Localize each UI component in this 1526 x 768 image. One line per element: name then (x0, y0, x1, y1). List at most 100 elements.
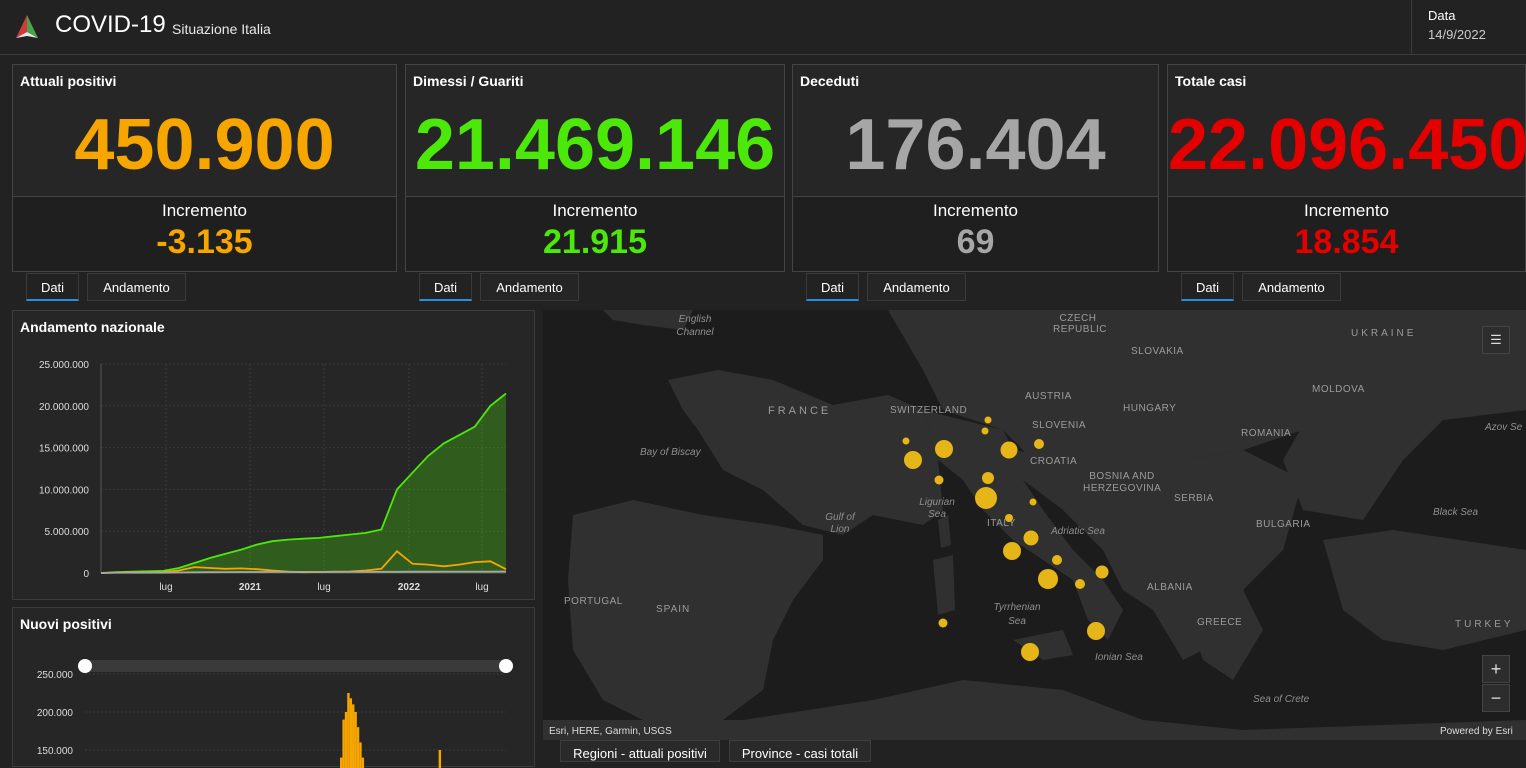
map-bubble[interactable] (975, 487, 997, 509)
map-label-ligurian-sea: Ligurian Sea (919, 497, 955, 520)
x-tick-label: 2022 (398, 582, 421, 593)
range-slider-handle-right (499, 659, 513, 673)
tab-andamento[interactable]: Andamento (480, 273, 579, 301)
map-label-black-sea: Black Sea (1433, 507, 1479, 518)
map-bubble[interactable] (1021, 643, 1039, 661)
national-trend-panel: Andamento nazionale 25.000.000 20.000.000… (12, 310, 535, 600)
map-bubble[interactable] (935, 440, 953, 458)
map-bubble[interactable] (902, 437, 910, 445)
map-label-france: FRANCE (768, 405, 832, 417)
y-tick-label: 250.000 (37, 670, 74, 681)
map-bubble[interactable] (981, 427, 989, 435)
zoom-in-button[interactable]: + (1482, 655, 1510, 683)
kpi-increment-label: Incremento (1303, 201, 1390, 220)
kpi-title: Totale casi (1175, 73, 1247, 89)
new-positives-chart: 250.000 200.000 150.000 (37, 659, 513, 768)
map-label-hungary: HUNGARY (1123, 403, 1177, 414)
map-legend-button[interactable]: ☰ (1482, 326, 1510, 354)
x-tick-label: lug (317, 582, 330, 593)
map-bubble[interactable] (938, 618, 948, 628)
map-bubble[interactable] (1087, 622, 1105, 640)
kpi-card-totale-casi: Totale casi 22.096.450 Incremento 18.854 (1167, 64, 1526, 272)
y-tick-label: 0 (83, 569, 89, 580)
map-basemap (543, 310, 1526, 740)
bar (340, 757, 343, 768)
y-tick-label: 20.000.000 (39, 402, 89, 413)
map-bubble[interactable] (904, 451, 922, 469)
map-label-moldova: MOLDOVA (1312, 384, 1365, 395)
map-label-serbia: SERBIA (1174, 493, 1214, 504)
y-tick-label: 25.000.000 (39, 360, 89, 371)
kpi-increment-label: Incremento (552, 201, 638, 220)
map-bubble[interactable] (1075, 579, 1085, 589)
map-label-slovenia: SLOVENIA (1032, 420, 1087, 431)
national-trend-title: Andamento nazionale (20, 319, 165, 335)
map-bubble[interactable] (1034, 439, 1044, 449)
y-tick-label: 10.000.000 (39, 485, 89, 496)
y-tick-label: 15.000.000 (39, 444, 89, 455)
tab-dati[interactable]: Dati (1181, 273, 1234, 301)
series-line (100, 570, 507, 574)
map-bubble[interactable] (934, 475, 944, 485)
y-tick-label: 150.000 (37, 746, 74, 757)
map-bubble[interactable] (984, 416, 992, 424)
map-bubble[interactable] (1095, 565, 1109, 579)
bar (352, 704, 355, 768)
kpi-value: 176.404 (845, 105, 1106, 185)
tab-andamento[interactable]: Andamento (1242, 273, 1341, 301)
tab-dati[interactable]: Dati (419, 273, 472, 301)
map-label-bulgaria: BULGARIA (1256, 519, 1311, 530)
map-bubble[interactable] (1023, 530, 1039, 546)
series-line (100, 392, 507, 574)
bar (438, 750, 442, 768)
date-label: Data (1428, 8, 1456, 23)
map-view[interactable]: English Channel CZECH REPUBLIC UKRAINE S… (543, 310, 1526, 740)
y-tick-label: 200.000 (37, 708, 74, 719)
zoom-out-button[interactable]: − (1482, 684, 1510, 712)
map-bubble[interactable] (1038, 569, 1058, 589)
kpi-title: Attuali positivi (20, 73, 117, 89)
kpi-tabs-totale: Dati Andamento (1181, 273, 1351, 303)
list-icon: ☰ (1490, 332, 1502, 347)
bar (359, 742, 362, 768)
tab-regioni-attuali-positivi[interactable]: Regioni - attuali positivi (560, 740, 720, 762)
map-label-turkey: TURKEY (1455, 619, 1514, 630)
map-bubble[interactable] (982, 472, 994, 484)
map-bubble[interactable] (1005, 514, 1013, 522)
map-attribution[interactable]: Esri, HERE, Garmin, USGS (549, 726, 672, 737)
tab-dati[interactable]: Dati (806, 273, 859, 301)
map-bubble[interactable] (1052, 555, 1062, 565)
new-positives-panel: Nuovi positivi 250.000 200.000 150.000 (12, 607, 535, 768)
x-tick-label: lug (475, 582, 488, 593)
tab-andamento[interactable]: Andamento (867, 273, 966, 301)
kpi-increment-value: 18.854 (1294, 223, 1399, 261)
map-bubble-layer (902, 416, 1109, 661)
map-label-ukraine: UKRAINE (1351, 328, 1417, 339)
map-label-italy: ITALY (987, 518, 1016, 529)
bar (344, 712, 348, 768)
bar (347, 693, 350, 768)
covid-logo-icon (16, 15, 38, 38)
tab-province-casi-totali[interactable]: Province - casi totali (729, 740, 871, 762)
kpi-tabs-deceduti: Dati Andamento (806, 273, 976, 303)
date-box: Data 14/9/2022 (1411, 0, 1526, 55)
bar (342, 719, 345, 768)
map-bubble[interactable] (1029, 498, 1037, 506)
map-label-english-channel: English Channel (676, 314, 714, 338)
map-label-bosnia: BOSNIA AND HERZEGOVINA (1083, 471, 1162, 494)
app-title: COVID-19 (55, 11, 166, 38)
date-value: 14/9/2022 (1428, 27, 1486, 42)
tab-dati[interactable]: Dati (26, 273, 79, 301)
kpi-value: 22.096.450 (1168, 105, 1526, 185)
map-powered-by[interactable]: Powered by Esri (1440, 726, 1513, 737)
map-label-azov-sea: Azov Se (1485, 422, 1523, 433)
kpi-card-dimessi-guariti: Dimessi / Guariti 21.469.146 Incremento … (405, 64, 785, 272)
national-trend-chart: 25.000.000 20.000.000 15.000.000 10.000.000… (39, 360, 507, 593)
kpi-title: Deceduti (800, 73, 860, 89)
map-label-greece: GREECE (1197, 617, 1243, 628)
map-bubble[interactable] (1000, 441, 1018, 459)
tab-andamento[interactable]: Andamento (87, 273, 186, 301)
map-bubble[interactable] (1003, 542, 1021, 560)
bar (356, 727, 360, 768)
bar (354, 712, 357, 768)
